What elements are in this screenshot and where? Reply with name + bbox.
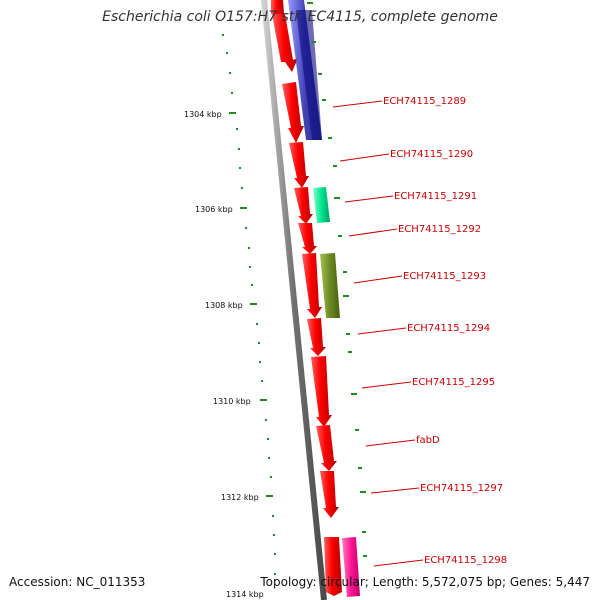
gene-arrow bbox=[302, 253, 322, 318]
scale-label-1304: 1304 kbp bbox=[184, 110, 222, 119]
gene-block-teal bbox=[313, 187, 330, 223]
scale-label-1310: 1310 kbp bbox=[213, 397, 251, 406]
gene-arrow bbox=[294, 187, 313, 224]
accession-text: Accession: NC_011353 bbox=[9, 575, 146, 589]
scale-label-1312: 1312 kbp bbox=[221, 493, 259, 502]
gene-label-ECH74115_1297[interactable]: ECH74115_1297 bbox=[420, 483, 503, 494]
genome-backbone bbox=[261, 0, 327, 600]
gene-label-fabD[interactable]: fabD bbox=[416, 435, 440, 446]
scale-label-1308: 1308 kbp bbox=[205, 301, 243, 310]
forward-genes bbox=[271, 0, 342, 596]
gene-arrow bbox=[271, 0, 284, 14]
gene-arrow bbox=[298, 223, 317, 254]
gene-label-ECH74115_1298[interactable]: ECH74115_1298 bbox=[424, 555, 507, 566]
scale-label-1306: 1306 kbp bbox=[195, 205, 233, 214]
scale-ticks bbox=[222, 34, 276, 575]
gene-arrow bbox=[289, 142, 309, 188]
gene-label-ECH74115_1291[interactable]: ECH74115_1291 bbox=[394, 191, 477, 202]
feature-ticks bbox=[307, 2, 367, 557]
gene-arrow bbox=[320, 471, 339, 518]
gene-block-pink bbox=[342, 537, 360, 597]
gene-arrow bbox=[316, 425, 337, 471]
gene-block-blue bbox=[296, 10, 322, 140]
map-title: Escherichia coli O157:H7 str. EC4115, co… bbox=[102, 9, 498, 25]
gene-arrow bbox=[272, 14, 298, 72]
reverse-genes bbox=[288, 0, 360, 597]
gene-arrow bbox=[311, 356, 332, 427]
gene-label-ECH74115_1295[interactable]: ECH74115_1295 bbox=[412, 377, 495, 388]
gene-arrow bbox=[282, 82, 304, 143]
scale-label-1314: 1314 kbp bbox=[226, 590, 264, 599]
gene-label-ECH74115_1292[interactable]: ECH74115_1292 bbox=[398, 224, 481, 235]
label-leaders bbox=[332, 100, 424, 567]
gene-label-ECH74115_1290[interactable]: ECH74115_1290 bbox=[390, 149, 473, 160]
gene-label-ECH74115_1293[interactable]: ECH74115_1293 bbox=[403, 271, 486, 282]
gene-label-ECH74115_1289[interactable]: ECH74115_1289 bbox=[383, 96, 466, 107]
genome-summary-text: Topology: circular; Length: 5,572,075 bp… bbox=[260, 575, 590, 589]
gene-arrow bbox=[307, 318, 326, 356]
gene-block-olive bbox=[320, 253, 340, 318]
gene-label-ECH74115_1294[interactable]: ECH74115_1294 bbox=[407, 323, 490, 334]
gene-arrow bbox=[324, 537, 342, 596]
